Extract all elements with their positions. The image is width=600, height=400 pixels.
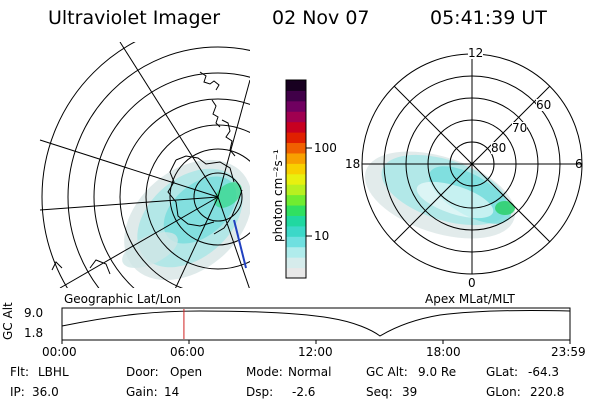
colorbar-cell [286, 152, 306, 164]
latitude-grid [41, 42, 250, 288]
status-key: Dsp: [246, 385, 274, 399]
mlt-label-noon: 12 [468, 46, 484, 60]
mlat-label: 80 [491, 141, 507, 155]
colorbar-cell [286, 163, 306, 175]
colorbar-cell [286, 142, 306, 154]
status-key: IP: [10, 385, 25, 399]
colorbar-cell [286, 225, 306, 237]
mlat-label: 60 [536, 98, 552, 112]
altitude-y-tick: 1.8 [24, 326, 44, 340]
longitude-grid [39, 42, 250, 288]
status-key: Seq: [366, 385, 393, 399]
altitude-x-tick: 12:00 [298, 345, 333, 359]
colorbar-tick-label: 10 [314, 229, 330, 243]
instrument-title: Ultraviolet Imager [48, 7, 221, 29]
status-value: Open [170, 365, 203, 379]
mlt-label-midnight: 0 [468, 276, 476, 290]
right-panel-caption: Apex MLat/MLT [425, 292, 515, 306]
colorbar-cell [286, 257, 306, 269]
colorbar-cell [286, 132, 306, 144]
status-key: Door: [126, 365, 159, 379]
status-key: GC Alt: [366, 365, 408, 379]
header-time: 05:41:39 UT [430, 7, 547, 29]
header-date: 02 Nov 07 [272, 7, 370, 29]
colorbar-cell [286, 100, 306, 112]
mlt-label-dusk: 18 [345, 157, 361, 171]
colorbar-cell [286, 267, 306, 279]
altitude-x-tick: 18:00 [426, 345, 461, 359]
status-key: GLon: [486, 385, 521, 399]
altitude-y-tick: 9.0 [24, 306, 44, 320]
status-key: GLat: [486, 365, 519, 379]
colorbar-cell [286, 80, 306, 91]
terminator-line [233, 219, 247, 269]
mlat-label: 70 [512, 121, 528, 135]
status-value: 220.8 [530, 385, 565, 399]
colorbar-cell [286, 111, 306, 123]
colorbar-cell [286, 173, 306, 185]
colorbar-cell [286, 194, 306, 206]
left-panel-caption: Geographic Lat/Lon [64, 292, 182, 306]
colorbar-cell [286, 215, 306, 227]
altitude-x-tick: 06:00 [170, 345, 205, 359]
status-key: Gain: [126, 385, 158, 399]
colorbar-cell [286, 184, 306, 196]
colorbar-cell [286, 205, 306, 216]
colorbar-cell [286, 90, 306, 102]
colorbar-tick-label: 100 [314, 141, 337, 155]
status-value: -64.3 [528, 365, 560, 379]
status-value: -2.6 [292, 385, 316, 399]
altitude-curve [61, 309, 571, 337]
status-value: LBHL [38, 365, 69, 379]
mlt-label-dawn: 6 [575, 157, 583, 171]
altitude-axis-label: GC Alt [1, 302, 15, 340]
status-value: Normal [288, 365, 332, 379]
status-key: Flt: [10, 365, 29, 379]
coastlines [51, 71, 243, 275]
altitude-plot-frame [61, 307, 571, 341]
status-value: 36.0 [32, 385, 59, 399]
colorbar-cell [286, 121, 306, 133]
altitude-x-tick: 00:00 [42, 345, 77, 359]
mlt-grid [362, 54, 582, 274]
colorbar-cell [286, 236, 306, 248]
status-value: 39 [402, 385, 418, 399]
colorbar-cell [286, 246, 306, 258]
status-value: 14 [164, 385, 180, 399]
status-value: 9.0 Re [418, 365, 457, 379]
altitude-x-tick: 23:59 [551, 345, 586, 359]
status-key: Mode: [246, 365, 283, 379]
